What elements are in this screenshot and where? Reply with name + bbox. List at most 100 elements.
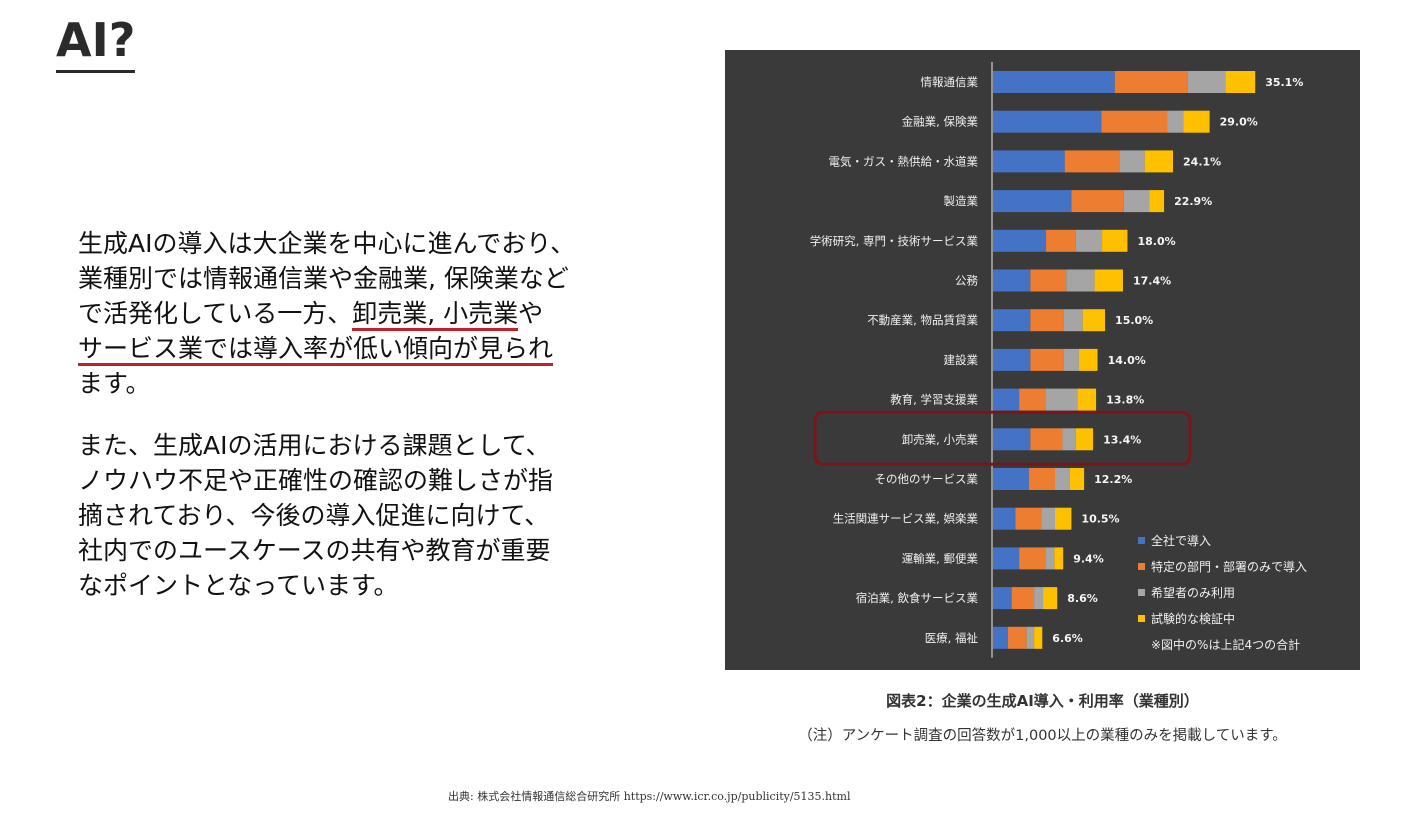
legend-swatch: [1138, 537, 1145, 544]
bar-segment-3: [1075, 229, 1103, 252]
paragraph-line: 業種別では情報通信業や金融業, 保険業など: [78, 261, 678, 296]
highlight-box: [813, 410, 1192, 466]
category-label: 生活関連サービス業, 娯楽業: [833, 512, 979, 526]
data-label: 17.4%: [1133, 275, 1171, 288]
category-label: 学術研究, 専門・技術サービス業: [810, 234, 979, 248]
data-label: 8.6%: [1067, 592, 1098, 605]
bar-segment-4: [1075, 428, 1094, 451]
bar-segment-4: [1149, 190, 1165, 213]
legend-note: ※図中の%は上記4つの合計: [1151, 637, 1300, 652]
category-label: その他のサービス業: [875, 472, 979, 486]
bar-segment-4: [1144, 150, 1174, 173]
bar-segment-2: [1030, 309, 1064, 332]
paragraph-line: また、生成AIの活用における課題として、: [78, 431, 551, 460]
body-paragraph-2: また、生成AIの活用における課題として、 ノウハウ不足や正確性の確認の難しさが指摘…: [78, 428, 678, 603]
paragraph-line: ノウハウ不足や正確性の確認の難しさが指: [78, 466, 554, 495]
bar-segment-1: [993, 428, 1031, 451]
bar-segment-1: [993, 468, 1029, 490]
bar-segment-1: [993, 71, 1115, 93]
data-label: 9.4%: [1073, 552, 1104, 565]
category-label: 金融業, 保険業: [902, 115, 979, 129]
paragraph-line: ます。: [78, 366, 678, 401]
category-label: 情報通信業: [921, 75, 979, 89]
legend-swatch: [1138, 563, 1145, 570]
page-title: AI?: [56, 10, 136, 73]
legend-label: 全社で導入: [1151, 533, 1211, 548]
bar-segment-3: [1187, 71, 1226, 93]
data-label: 6.6%: [1052, 632, 1083, 645]
bar-segment-2: [1114, 71, 1188, 93]
bar-segment-3: [1123, 190, 1150, 213]
category-label: 製造業: [944, 194, 979, 208]
bar-segment-3: [1034, 587, 1044, 610]
paragraph-line: なポイントとなっています。: [78, 571, 399, 600]
line-text: 業種別では情報通信業や金融業, 保険業など: [78, 264, 569, 293]
category-label: 教育, 学習支援業: [890, 393, 978, 407]
legend-label: 試験的な検証中: [1151, 611, 1235, 626]
bar-segment-2: [1071, 190, 1124, 213]
line-text: で活発化している一方、: [78, 299, 353, 328]
bar-segment-4: [1077, 388, 1097, 411]
chart-panel: 情報通信業 35.1% 金融業, 保険業 29.0% 電気・ガス・熱供給・水道業 24.1…: [725, 50, 1360, 670]
data-label: 12.2%: [1094, 473, 1132, 486]
bar-segment-1: [993, 229, 1047, 252]
bar-segment-2: [1019, 547, 1046, 570]
bar-segment-4: [1183, 110, 1210, 133]
data-label: 13.8%: [1106, 394, 1144, 407]
bar-segment-3: [1045, 547, 1055, 570]
bar-segment-1: [993, 626, 1008, 649]
bar-segment-4: [1034, 626, 1043, 649]
paragraph-line: 社内でのユースケースの共有や教育が重要: [78, 536, 551, 565]
bar-segment-4: [1078, 348, 1098, 371]
paragraph-line: 摘されており、今後の導入促進に向けて、: [78, 501, 550, 530]
category-label: 公務: [955, 274, 978, 288]
bar-segment-1: [993, 587, 1012, 610]
bar-segment-1: [993, 547, 1020, 570]
bar-segment-4: [1069, 468, 1085, 490]
data-label: 10.5%: [1081, 513, 1119, 526]
bar-segment-4: [1225, 71, 1256, 93]
bar-segment-3: [1066, 269, 1095, 292]
bar-segment-1: [993, 269, 1031, 292]
bar-segment-1: [993, 309, 1031, 332]
bar-segment-2: [1046, 229, 1076, 252]
bar-segment-1: [993, 110, 1102, 133]
bar-segment-2: [1064, 150, 1120, 173]
chart-caption-note: （注）アンケート調査の回答数が1,000以上の業種のみを掲載しています。: [798, 728, 1287, 744]
stacked-bar-chart: 情報通信業 35.1% 金融業, 保険業 29.0% 電気・ガス・熱供給・水道業 24.1…: [810, 62, 1307, 658]
data-label: 15.0%: [1115, 314, 1153, 327]
source-citation: 出典: 株式会社情報通信総合研究所 https://www.icr.co.jp/…: [448, 790, 851, 803]
bar-segment-2: [1101, 110, 1168, 133]
legend-swatch: [1138, 615, 1145, 622]
bar-segment-3: [1063, 348, 1079, 371]
bar-segment-4: [1094, 269, 1123, 292]
chart-caption-title: 図表2：企業の生成AI導入・利用率（業種別）: [886, 692, 1199, 710]
data-label: 14.0%: [1108, 354, 1146, 367]
bar-segment-2: [1011, 587, 1035, 610]
bar-segment-3: [1041, 507, 1056, 530]
paragraph-line: サービス業では導入率が低い傾向が見られ: [78, 331, 678, 366]
category-label: 医療, 福祉: [925, 631, 979, 645]
underlined-emphasis: サービス業では導入率が低い傾向が見られ: [78, 334, 554, 366]
bar-segment-2: [1007, 626, 1027, 649]
bar-segment-2: [1030, 428, 1063, 451]
bar-segment-3: [1055, 468, 1070, 490]
bar-segment-4: [1082, 309, 1106, 332]
data-label: 29.0%: [1220, 116, 1258, 129]
line-text: や: [518, 299, 544, 328]
bar-segment-4: [1043, 587, 1058, 610]
data-label: 18.0%: [1137, 235, 1175, 248]
bar-segment-3: [1062, 428, 1076, 451]
bar-segment-3: [1026, 626, 1035, 649]
category-label: 宿泊業, 飲食サービス業: [856, 591, 979, 605]
category-label: 建設業: [944, 353, 979, 367]
bar-segment-1: [993, 507, 1016, 530]
legend-swatch: [1138, 589, 1145, 596]
body-paragraph-1: 生成AIの導入は大企業を中心に進んでおり、業種別では情報通信業や金融業, 保険業…: [78, 226, 678, 401]
category-label: 運輸業, 郵便業: [902, 551, 979, 565]
bar-segment-4: [1102, 229, 1128, 252]
data-label: 35.1%: [1265, 76, 1303, 89]
category-label: 不動産業, 物品賃貸業: [867, 313, 978, 327]
data-label: 24.1%: [1183, 155, 1221, 168]
paragraph-line: 生成AIの導入は大企業を中心に進んでおり、: [78, 226, 678, 261]
